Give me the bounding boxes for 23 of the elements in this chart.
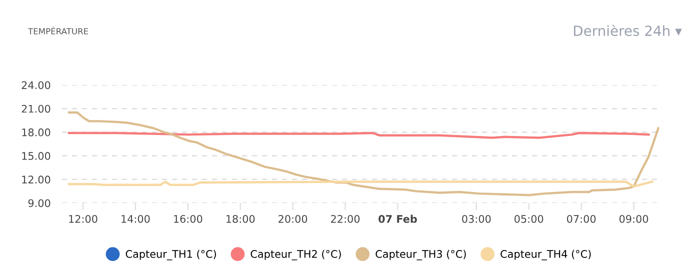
x-tick-label: 09:00 <box>619 214 648 223</box>
x-tick-label: 07:00 <box>566 214 596 223</box>
legend-label: Capteur_TH3 (°C) <box>376 250 466 260</box>
chart-subtitle: Dernières 24h ▾ <box>574 24 682 36</box>
x-tick-label: 12:00 <box>69 214 98 223</box>
y-tick-label: 9.00 <box>28 199 50 208</box>
x-tick-label: 14:00 <box>122 214 150 223</box>
legend-label: Capteur_TH2 (°C) <box>250 250 341 260</box>
x-tick-label: 16:00 <box>174 214 202 223</box>
x-tick-label: 07 Feb <box>378 214 417 223</box>
y-tick-label: 15.00 <box>22 152 50 160</box>
x-tick-label: 03:00 <box>462 214 491 223</box>
legend-label: Capteur_TH1 (°C) <box>126 250 216 260</box>
y-tick-label: 21.00 <box>22 104 50 113</box>
x-tick-label: 05:00 <box>514 214 544 223</box>
x-tick-label: 22:00 <box>331 214 360 223</box>
x-tick-label: 18:00 <box>226 214 255 223</box>
y-tick-label: 12.00 <box>22 176 50 184</box>
legend-label: Capteur_TH4 (°C) <box>500 250 591 260</box>
x-tick-label: 20:00 <box>278 214 308 223</box>
y-tick-label: 18.00 <box>22 128 50 136</box>
chart-title: TEMPÉRATURE <box>28 26 88 34</box>
y-tick-label: 24.00 <box>22 81 50 90</box>
